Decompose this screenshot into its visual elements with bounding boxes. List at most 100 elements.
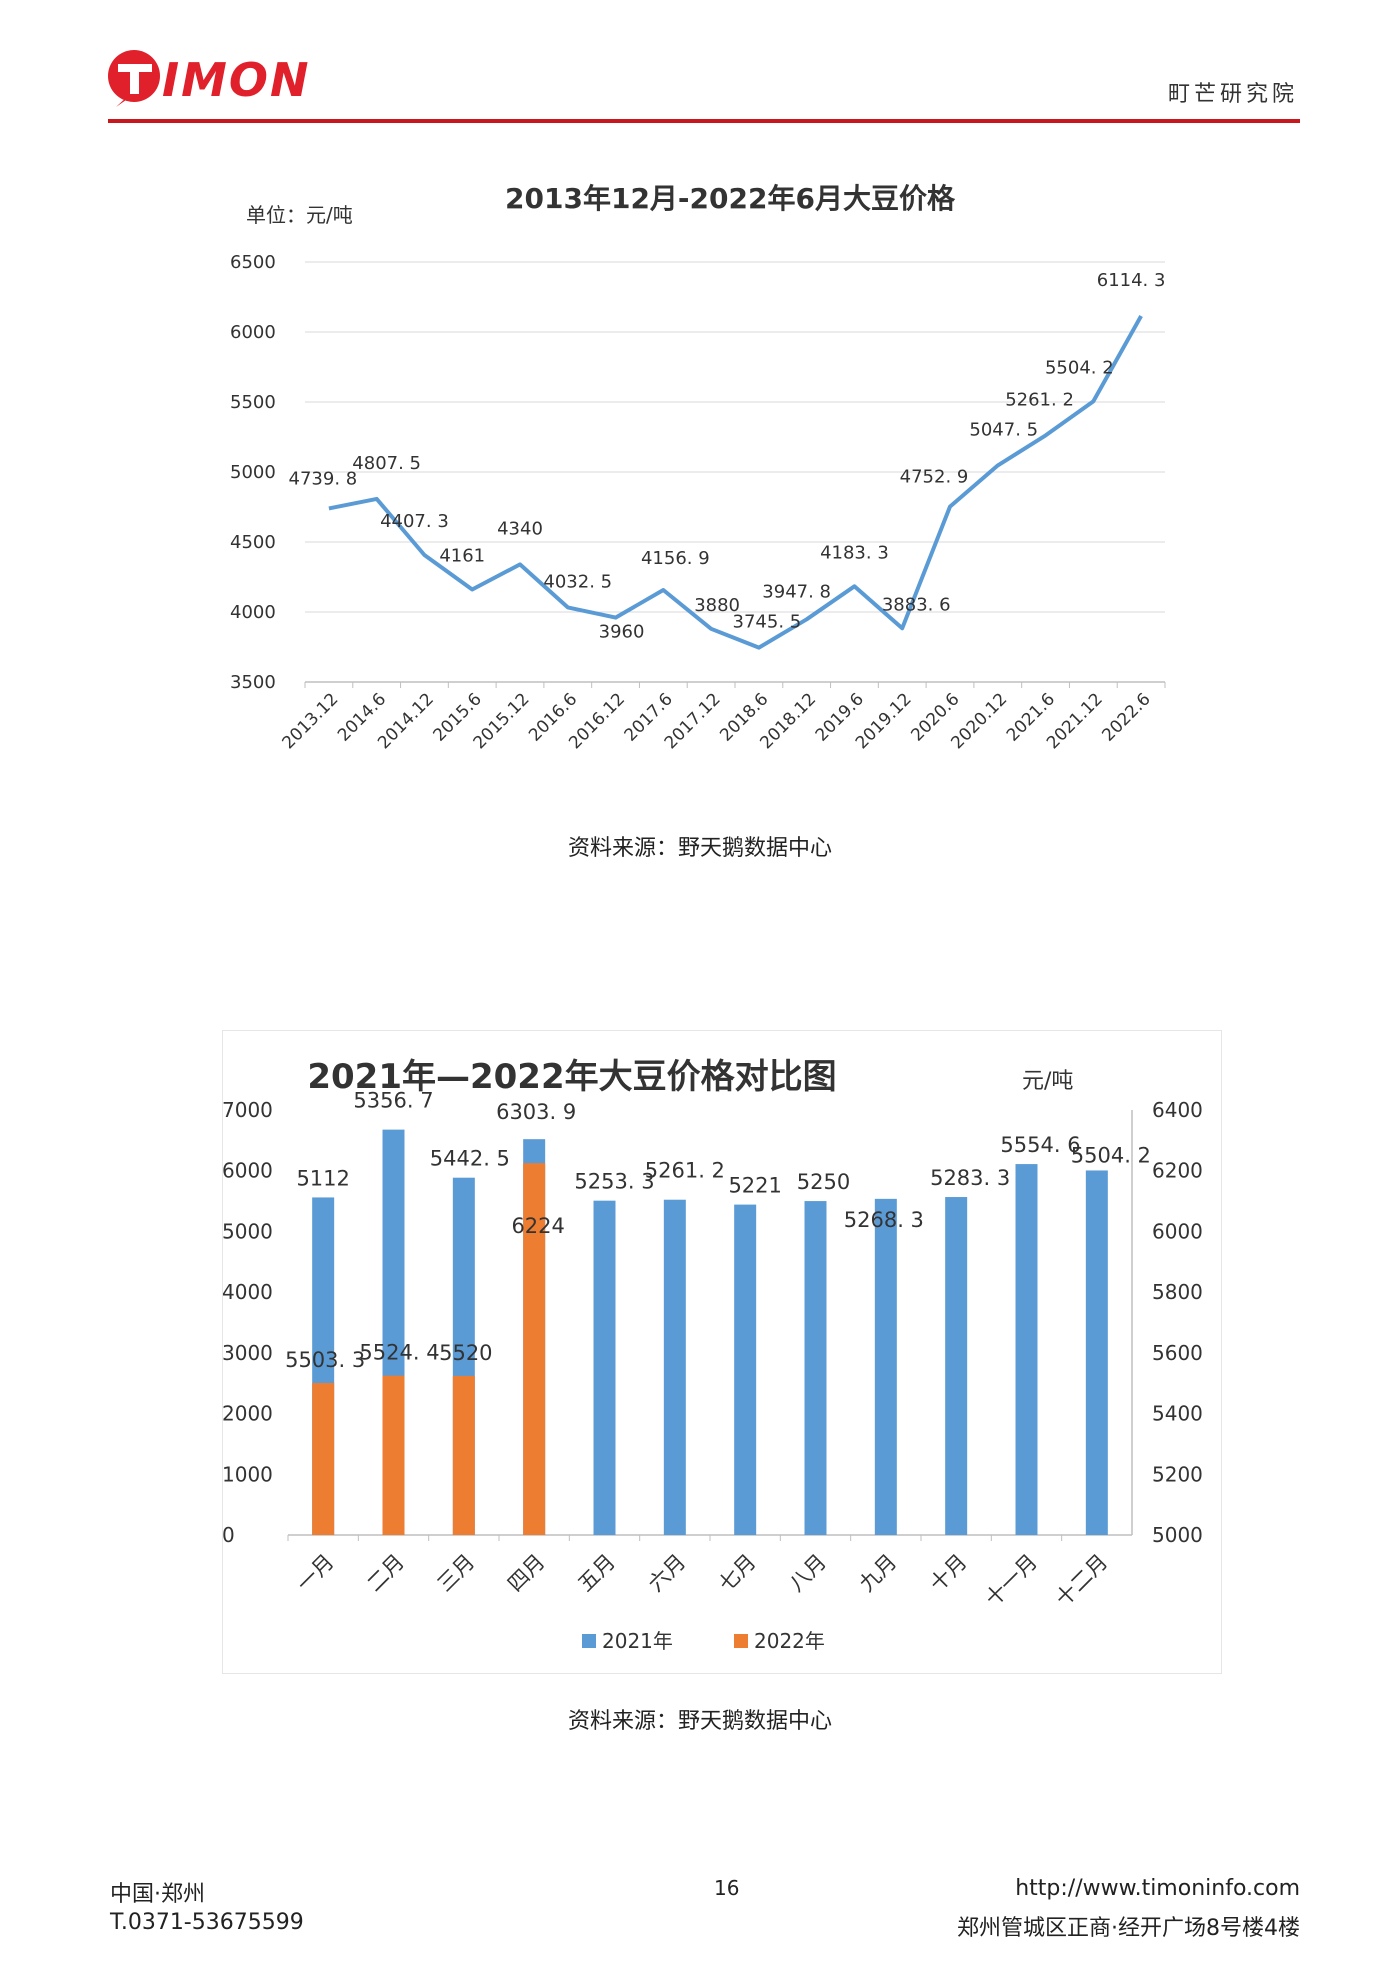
- footer-phone: T.0371-53675599: [110, 1910, 304, 1935]
- chart1-ytick-label: 4000: [230, 602, 276, 623]
- chart2-xtick-label: 十一月: [981, 1550, 1043, 1612]
- chart2-left-ytick-label: 4000: [222, 1280, 273, 1304]
- chart1-data-label: 4807. 5: [352, 453, 421, 474]
- chart1-data-label: 5504. 2: [1045, 357, 1114, 378]
- chart1-data-label: 3960: [599, 622, 645, 643]
- chart1-unit-label: 单位：元/吨: [246, 203, 353, 227]
- chart2-bar-2022: [452, 1375, 475, 1535]
- chart2-right-ytick-label: 5800: [1152, 1280, 1203, 1304]
- chart2-right-ytick-label: 5400: [1152, 1402, 1203, 1426]
- chart1-data-label: 3880: [694, 595, 740, 616]
- chart2-xtick-label: 十月: [925, 1550, 972, 1597]
- chart2-data-label-2021: 5442. 5: [430, 1147, 510, 1171]
- chart2-data-label-2021: 5283. 3: [930, 1166, 1010, 1190]
- chart2-data-label-2022: 5524. 4: [359, 1341, 439, 1365]
- chart2-left-ytick-label: 0: [222, 1523, 235, 1547]
- chart1-data-label: 4183. 3: [820, 542, 889, 563]
- chart2-frame: [222, 1030, 1222, 1674]
- chart2-data-label-2021: 5268. 3: [844, 1208, 924, 1232]
- chart2-bar-2022: [312, 1383, 335, 1535]
- chart1-data-label: 4739. 8: [289, 468, 358, 489]
- chart1-series-line: [328, 315, 1143, 650]
- chart2-data-label-2021: 5261. 2: [645, 1159, 725, 1183]
- chart1-data-label: 3745. 5: [733, 612, 802, 633]
- chart2-xtick-label: 八月: [784, 1550, 831, 1597]
- chart2-bar-2021: [1015, 1164, 1038, 1535]
- chart2-legend-swatch: [734, 1634, 748, 1648]
- chart1-ytick-label: 6500: [230, 252, 276, 273]
- chart2-xtick-label: 四月: [503, 1550, 550, 1597]
- svg-text:IMON: IMON: [162, 53, 311, 107]
- timon-logo: IMON: [108, 50, 311, 107]
- chart1-data-label: 4161: [439, 545, 485, 566]
- chart2-right-ytick-label: 5200: [1152, 1462, 1203, 1486]
- chart2-data-label-2021: 5250: [797, 1170, 850, 1194]
- chart2-bar-2021: [663, 1199, 686, 1535]
- footer-location: 中国·郑州: [110, 1882, 205, 1907]
- footer-url[interactable]: http://www.timoninfo.com: [1015, 1876, 1300, 1901]
- header-rule: [108, 119, 1300, 123]
- chart2-left-ytick-label: 7000: [222, 1098, 273, 1122]
- chart1-xtick-label: 2022.6: [1098, 689, 1154, 745]
- chart1-ytick-label: 5000: [230, 462, 276, 483]
- chart2-xtick-label: 一月: [292, 1550, 339, 1597]
- chart1-data-label: 5047. 5: [969, 419, 1038, 440]
- chart2-bar-2021: [734, 1204, 757, 1535]
- chart1-data-label: 4032. 5: [543, 571, 612, 592]
- chart2-source: 资料来源：野天鹅数据中心: [567, 1709, 832, 1734]
- chart2-right-ytick-label: 6200: [1152, 1159, 1203, 1183]
- chart1-data-label: 4752. 9: [900, 467, 969, 488]
- chart2-data-label-2022: 5503. 3: [285, 1348, 365, 1372]
- chart1-ytick-label: 3500: [230, 672, 276, 693]
- chart2-xtick-label: 五月: [573, 1550, 620, 1597]
- chart1-xtick-label: 2013.12: [279, 689, 343, 753]
- chart2-data-label-2021: 5253. 3: [574, 1170, 654, 1194]
- institute-name: 町芒研究院: [1167, 82, 1298, 107]
- chart2-bar-2021: [1085, 1170, 1108, 1535]
- chart2-xtick-label: 三月: [433, 1550, 480, 1597]
- chart2-right-ytick-label: 5600: [1152, 1341, 1203, 1365]
- chart2-legend-label: 2022年: [754, 1629, 825, 1653]
- chart1-title: 2013年12月-2022年6月大豆价格: [505, 182, 956, 215]
- chart2-legend-label: 2021年: [602, 1629, 673, 1653]
- chart1-data-label: 4407. 3: [380, 511, 449, 532]
- chart2-bar-2021: [945, 1197, 968, 1535]
- chart2-data-label-2022: 5520: [439, 1341, 492, 1365]
- chart2-right-ytick-label: 6400: [1152, 1098, 1203, 1122]
- chart2-xtick-label: 十二月: [1051, 1550, 1113, 1612]
- chart2-legend-swatch: [582, 1634, 596, 1648]
- chart2-bar-2021: [874, 1198, 897, 1535]
- chart1-ytick-label: 4500: [230, 532, 276, 553]
- bar-chart-soybean-price-comparison: 2021年—2022年大豆价格对比图 元/吨 0 1000 2000 3000 4000…: [222, 1057, 1203, 1653]
- chart2-data-label-2021: 5221: [728, 1174, 781, 1198]
- chart2-xtick-label: 二月: [362, 1550, 409, 1597]
- chart2-left-ytick-label: 3000: [222, 1341, 273, 1365]
- chart2-right-ytick-label: 6000: [1152, 1219, 1203, 1243]
- chart1-data-label: 4340: [497, 518, 543, 539]
- chart2-left-ytick-label: 1000: [222, 1462, 273, 1486]
- footer-address: 郑州管城区正商·经开广场8号楼4楼: [957, 1916, 1300, 1941]
- chart1-data-label: 3883. 6: [882, 594, 951, 615]
- chart1-ytick-label: 5500: [230, 392, 276, 413]
- chart1-data-label: 3947. 8: [762, 581, 831, 602]
- chart2-right-ytick-label: 5000: [1152, 1523, 1203, 1547]
- line-chart-soybean-price: 2013年12月-2022年6月大豆价格 单位：元/吨 3500 4000 4500…: [230, 182, 1166, 753]
- chart2-left-ytick-label: 5000: [222, 1219, 273, 1243]
- chart2-bar-2021: [804, 1201, 827, 1535]
- chart2-title: 2021年—2022年大豆价格对比图: [307, 1057, 836, 1097]
- chart2-bar-2021: [593, 1200, 616, 1535]
- chart2-data-label-2021: 5504. 2: [1071, 1143, 1151, 1167]
- chart2-data-label-2021: 5112: [296, 1166, 349, 1190]
- chart1-data-label: 5261. 2: [1005, 389, 1074, 410]
- chart2-xtick-label: 七月: [714, 1550, 761, 1597]
- chart1-data-label: 4156. 9: [641, 548, 710, 569]
- chart2-xtick-label: 九月: [855, 1550, 902, 1597]
- chart1-source: 资料来源：野天鹅数据中心: [567, 836, 832, 861]
- chart2-left-ytick-label: 2000: [222, 1402, 273, 1426]
- chart1-ytick-label: 6000: [230, 322, 276, 343]
- chart2-data-label-2021: 5554. 6: [1000, 1133, 1080, 1157]
- page-number: 16: [714, 1876, 740, 1900]
- chart2-bar-2022: [382, 1375, 405, 1535]
- chart2-left-ytick-label: 6000: [222, 1159, 273, 1183]
- chart2-data-label-2021: 5356. 7: [353, 1089, 433, 1113]
